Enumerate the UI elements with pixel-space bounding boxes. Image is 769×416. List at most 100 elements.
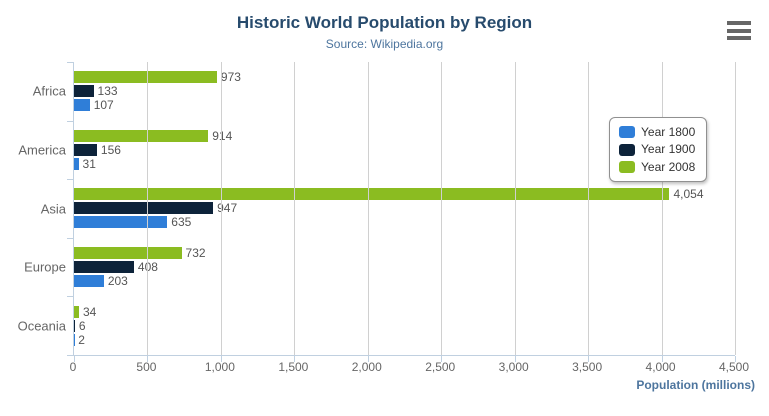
x-axis-tick: [514, 356, 516, 362]
bar-value-label: 34: [82, 304, 97, 319]
bar-value-label: 156: [100, 142, 121, 157]
bar-row: 4,054: [74, 188, 735, 201]
bar-row: 635: [74, 215, 735, 230]
bar-oceania-year-1900[interactable]: [74, 319, 75, 332]
bar-asia-year-2008[interactable]: [74, 188, 670, 201]
x-axis-tick-label: 2,500: [425, 360, 456, 374]
menu-bar-middle: [727, 28, 751, 33]
x-axis-title: Population (millions): [636, 378, 755, 392]
bar-africa-year-1800[interactable]: [74, 99, 90, 112]
chart-subtitle: Source: Wikipedia.org: [325, 37, 444, 51]
gridline: [735, 62, 736, 355]
gridline: [220, 62, 222, 355]
bar-africa-year-2008[interactable]: [74, 71, 217, 84]
bar-europe-year-2008[interactable]: [74, 247, 182, 260]
category-group-europe: 732408203: [74, 238, 735, 297]
bar-europe-year-1900[interactable]: [74, 261, 134, 274]
bar-america-year-1900[interactable]: [74, 143, 97, 156]
menu-bar-bottom: [727, 36, 751, 40]
bar-africa-year-1900[interactable]: [74, 85, 94, 98]
legend-swatch: [619, 160, 635, 173]
y-axis-tick: [67, 62, 73, 63]
gridline: [294, 62, 296, 355]
x-axis-tick-label: 3,000: [498, 360, 529, 374]
category-label-africa: Africa: [32, 83, 66, 99]
bar-row: 107: [74, 98, 735, 113]
bar-america-year-2008[interactable]: [74, 129, 209, 142]
x-axis-tick: [588, 356, 590, 362]
gridline: [441, 62, 443, 355]
y-axis-tick: [67, 296, 73, 298]
x-axis-tick-label: 1,000: [204, 360, 235, 374]
x-axis-tick-label: 4,500: [718, 360, 750, 374]
legend: Year 1800 Year 1900 Year 2008: [609, 117, 708, 183]
gridline: [514, 62, 516, 355]
bar-row: 133: [74, 84, 735, 99]
bar-value-label: 635: [171, 215, 192, 230]
y-axis-tick: [67, 120, 73, 122]
x-axis-tick-label: 2,000: [351, 360, 382, 374]
bar-row: 31: [74, 156, 735, 171]
category-group-africa: 973 133 107: [74, 62, 735, 121]
x-axis-tick: [74, 356, 75, 362]
bar-europe-year-1800[interactable]: [74, 275, 104, 288]
bar-row: 203: [74, 275, 735, 288]
legend-swatch: [619, 126, 635, 139]
bar-row: 947: [74, 201, 735, 216]
bar-value-label: 133: [97, 84, 118, 99]
x-axis-tick: [147, 356, 149, 362]
category-label-oceania: Oceania: [17, 318, 66, 334]
bar-row: 2: [74, 332, 735, 347]
legend-swatch: [619, 143, 635, 156]
bar-row: 34: [74, 304, 735, 319]
legend-label: Year 1900: [641, 142, 696, 157]
bar-row: 408: [74, 261, 735, 274]
category-label-europe: Europe: [24, 259, 66, 275]
x-axis-tick-label: 500: [136, 360, 157, 374]
x-axis-tick: [661, 356, 663, 362]
bar-value-label: 732: [185, 246, 206, 261]
bar-row: 914: [74, 128, 735, 143]
x-axis-tick: [441, 356, 443, 362]
category-label-asia: Asia: [40, 201, 66, 216]
bar-value-label: 914: [212, 128, 233, 143]
legend-item-year-1900[interactable]: Year 1900: [619, 142, 695, 156]
gridline: [661, 62, 663, 355]
hamburger-menu-icon[interactable]: [727, 21, 753, 40]
x-axis-tick: [294, 356, 296, 362]
x-axis-tick-label: 1,500: [278, 360, 309, 374]
y-axis-tick: [67, 355, 73, 356]
bar-asia-year-1900[interactable]: [74, 202, 214, 215]
bar-value-label: 973: [220, 70, 241, 85]
legend-item-year-2008[interactable]: Year 2008: [619, 160, 695, 174]
gridline: [588, 62, 590, 355]
bar-value-label: 31: [82, 156, 96, 171]
x-axis-labels: 0 500 1,000 1,500 2,000 2,500 3,000 3,500 4,000 4…: [70, 360, 749, 376]
bar-value-label: 2: [78, 332, 85, 347]
bar-value-label: 6: [78, 318, 86, 333]
legend-label: Year 2008: [641, 159, 696, 174]
legend-label: Year 1800: [641, 125, 696, 139]
bar-oceania-year-2008[interactable]: [74, 305, 79, 318]
bar-row: 156: [74, 142, 735, 157]
category-group-asia: 4,054 947 635: [74, 179, 735, 238]
gridline: [367, 62, 369, 355]
category-label-america: America: [18, 142, 66, 158]
bar-value-label: 107: [93, 98, 114, 113]
bar-asia-year-1800[interactable]: [74, 216, 168, 229]
bar-value-label: 947: [217, 201, 238, 216]
bar-row: 6: [74, 318, 735, 333]
y-axis-labels: Africa America Asia Europe Oceania: [0, 62, 66, 355]
legend-item-year-1800[interactable]: Year 1800: [619, 125, 695, 139]
y-axis-tick: [67, 237, 73, 239]
menu-bar-top: [727, 21, 751, 25]
x-axis-tick-label: 3,500: [572, 360, 603, 374]
x-axis-tick-label: 4,000: [645, 360, 676, 374]
bar-america-year-1800[interactable]: [74, 157, 79, 170]
y-axis-tick: [67, 179, 73, 181]
bar-row: 973: [74, 70, 735, 85]
chart-title: Historic World Population by Region: [236, 13, 533, 32]
